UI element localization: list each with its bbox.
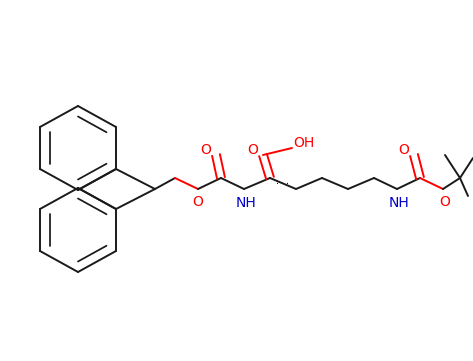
Text: OH: OH [293, 136, 315, 150]
Text: O: O [247, 143, 258, 157]
Text: O: O [439, 195, 450, 209]
Text: NH: NH [236, 196, 256, 210]
Text: O: O [193, 195, 203, 209]
Text: O: O [201, 143, 211, 157]
Text: O: O [399, 143, 410, 157]
Text: ...: ... [275, 178, 290, 187]
Text: NH: NH [389, 196, 409, 210]
